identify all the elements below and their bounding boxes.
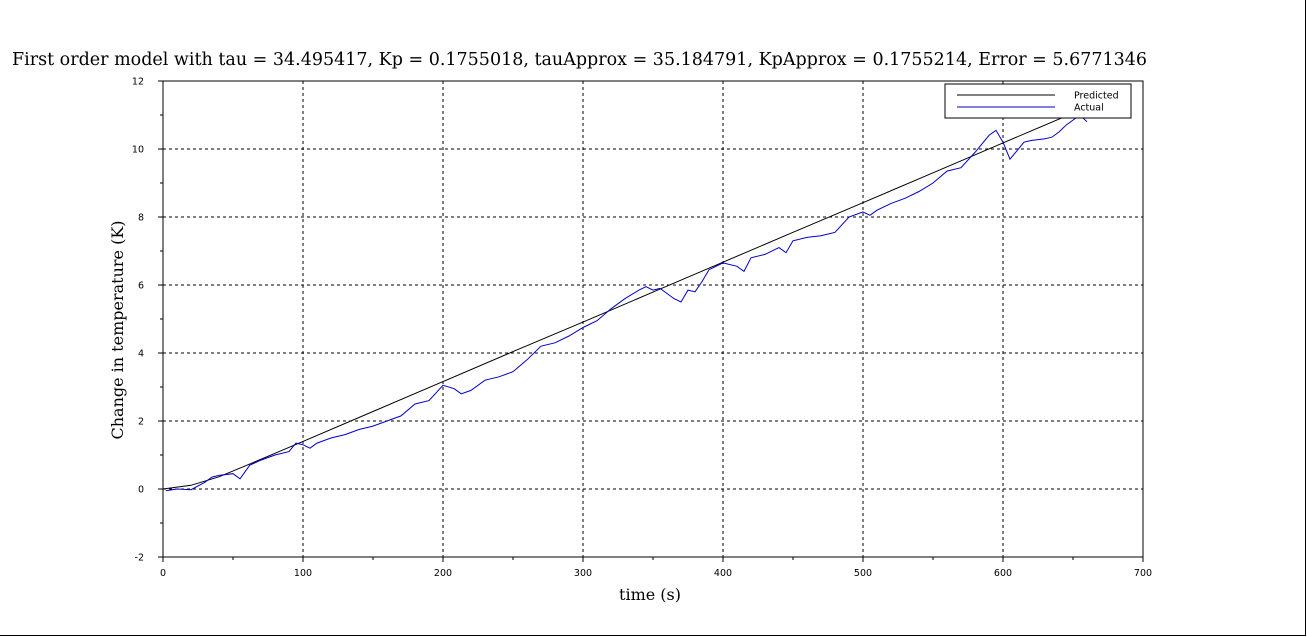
y-tick-label: 6 <box>138 281 144 292</box>
y-tick-label: 0 <box>138 485 144 496</box>
legend-label: Predicted <box>1074 91 1119 102</box>
x-tick-label: 400 <box>714 568 732 579</box>
series-line-predicted <box>162 106 1088 490</box>
legend-box <box>944 83 1132 119</box>
plot-area <box>162 80 1144 558</box>
y-tick-label: 8 <box>138 213 144 224</box>
x-tick-label: 200 <box>434 568 452 579</box>
y-axis-label: Change in temperature (K) <box>108 220 127 439</box>
y-tick-label: -2 <box>135 553 144 564</box>
x-tick-label: 700 <box>1134 568 1152 579</box>
legend-label: Actual <box>1074 103 1104 114</box>
y-tick-label: 2 <box>138 417 144 428</box>
y-tick-label: 12 <box>132 77 144 88</box>
x-tick-label: 600 <box>994 568 1012 579</box>
axes: 0 100 200 300 400 500 600 700 -2 0 2 4 6 8 10 12 <box>132 77 1152 580</box>
x-tick-label: 300 <box>574 568 592 579</box>
x-tick-label: 100 <box>294 568 312 579</box>
grid <box>163 81 1143 557</box>
x-tick-label: 500 <box>854 568 872 579</box>
x-tick-label: 0 <box>160 568 166 579</box>
x-axis-label: time (s) <box>619 585 681 604</box>
y-tick-label: 4 <box>138 349 144 360</box>
series-layer <box>162 106 1088 492</box>
chart-title: First order model with tau = 34.495417, … <box>12 50 1147 70</box>
y-tick-label: 10 <box>132 145 144 156</box>
series-line-actual <box>165 114 1088 492</box>
